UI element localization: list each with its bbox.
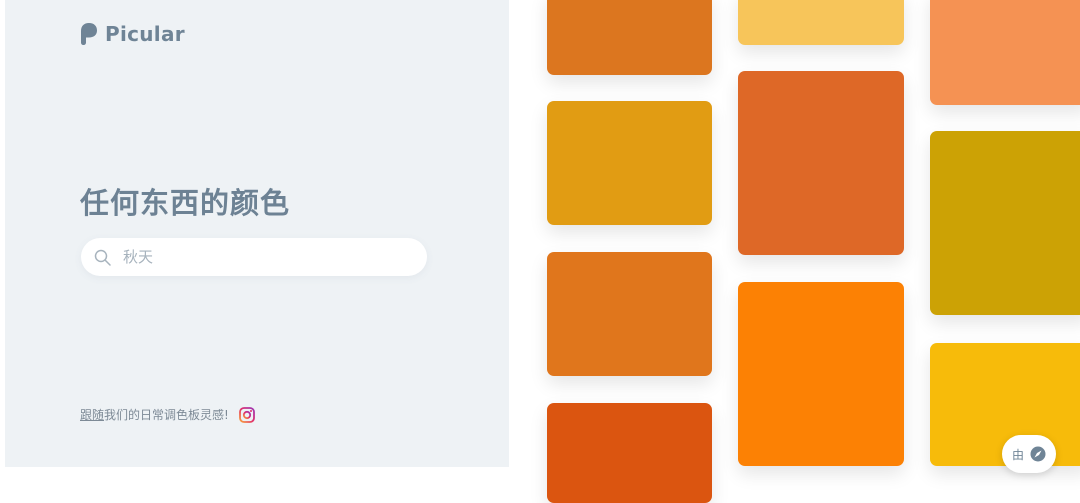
color-swatch[interactable] bbox=[547, 252, 712, 376]
color-swatch[interactable] bbox=[738, 282, 904, 466]
follow-link[interactable]: 跟随 bbox=[80, 408, 105, 422]
brand-name: Picular bbox=[105, 22, 185, 46]
left-panel: Picular 任何东西的颜色 跟随 我们的日常调色板灵感! bbox=[5, 0, 509, 467]
badge-text: 由 bbox=[1011, 447, 1024, 462]
page-title: 任何东西的颜色 bbox=[80, 186, 291, 220]
logo[interactable]: Picular bbox=[81, 22, 185, 46]
attribution-badge[interactable]: 由 bbox=[1002, 435, 1056, 473]
footer-text: 我们的日常调色板灵感! bbox=[104, 408, 229, 422]
color-swatch[interactable] bbox=[930, 0, 1080, 105]
footer-follow: 跟随 我们的日常调色板灵感! bbox=[80, 406, 255, 423]
color-swatch[interactable] bbox=[547, 101, 712, 225]
instagram-icon[interactable] bbox=[238, 406, 255, 423]
color-swatch[interactable] bbox=[738, 0, 904, 45]
compass-icon bbox=[1030, 446, 1046, 462]
search-input[interactable] bbox=[121, 247, 405, 267]
color-swatch[interactable] bbox=[547, 0, 712, 75]
color-swatch[interactable] bbox=[930, 131, 1080, 315]
drop-icon bbox=[81, 23, 97, 45]
search-bar[interactable] bbox=[81, 238, 427, 276]
search-icon bbox=[94, 249, 111, 266]
color-swatch[interactable] bbox=[547, 403, 712, 503]
color-swatch[interactable] bbox=[738, 71, 904, 255]
